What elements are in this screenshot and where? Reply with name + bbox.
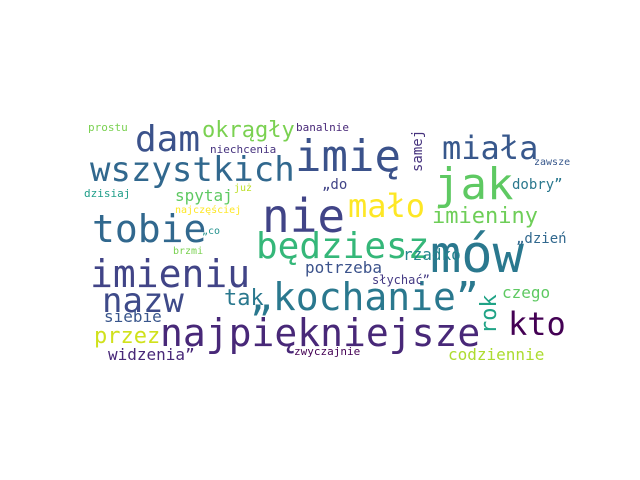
word-nazw: nazw [102,281,184,321]
word-prostu: prostu [88,121,128,134]
word-jak: jak [434,159,514,210]
word-niechcenia: niechcenia [210,143,277,156]
word-najczesciej: najczęściej [175,205,242,216]
word-dobry: dobry” [512,177,563,193]
word-imieniu: imieniu [90,252,251,296]
word-miala: miała [442,129,539,167]
word-kto: kto [508,305,566,343]
word-tak: tak [224,286,264,311]
word-samej: samej [410,129,426,172]
word-banalnie: banalnie [296,121,349,134]
word-codziennie: codziennie [448,345,545,364]
word-siebie: siebie [104,307,162,326]
word-slychac: słychać” [372,273,430,287]
word-potrzeba: potrzeba [305,258,383,277]
word-zwyczajnie: zwyczajnie [294,345,361,358]
word-kochanie: „kochanie” [250,275,479,319]
word-czego: czego [502,283,551,302]
word-rok: rok [477,294,502,334]
word-brzmi: brzmi [173,246,204,257]
word-spytaj: spytaj [175,186,233,205]
word-cloud: mów nie jak imię wszystkich „kochanie” n… [80,110,570,370]
word-okragly: okrągły [202,118,295,143]
word-widzenia: widzenia” [108,345,195,364]
word-tobie: tobie [92,207,207,251]
word-dam: dam [135,119,201,160]
word-imie: imię [295,131,401,182]
word-najpiekniejsze: najpiękniejsze [160,311,481,355]
word-do: „do [322,177,348,193]
word-wszystkich: wszystkich [90,150,295,190]
word-nie: nie [262,189,346,243]
word-zawsze: zawsze [534,157,571,168]
word-co: „co [202,226,221,237]
word-bedziesz: będziesz [256,226,430,267]
word-mow: mów [430,225,524,285]
word-rzadko: rzadko [403,245,461,264]
word-dzien: „dzień [516,231,567,247]
word-malo: mało [348,187,426,225]
word-imieniny: imieniny [432,204,538,229]
word-dzisiaj: dzisiaj [84,187,131,200]
word-juz: już [234,183,253,194]
word-przez: przez [94,324,161,349]
